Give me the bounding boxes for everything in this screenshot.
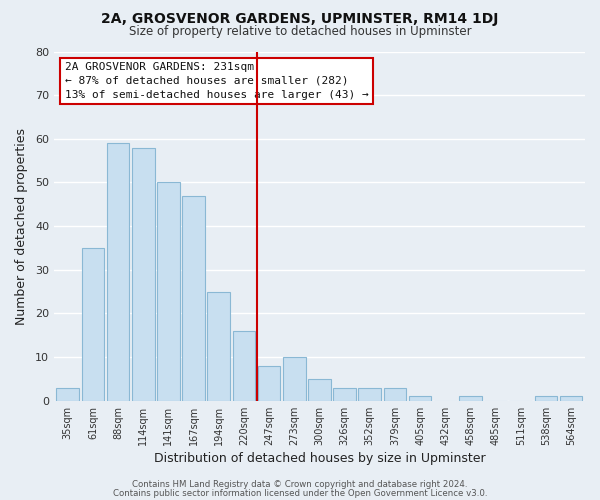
Bar [233,331,255,401]
Bar [535,396,557,401]
X-axis label: Distribution of detached houses by size in Upminster: Distribution of detached houses by size … [154,452,485,465]
Bar [258,366,280,401]
Bar [560,396,583,401]
Bar [334,388,356,401]
Bar [283,357,305,401]
Bar [182,196,205,401]
Bar [107,143,130,401]
Bar [358,388,381,401]
Bar [308,379,331,401]
Bar [383,388,406,401]
Text: 2A, GROSVENOR GARDENS, UPMINSTER, RM14 1DJ: 2A, GROSVENOR GARDENS, UPMINSTER, RM14 1… [101,12,499,26]
Text: 2A GROSVENOR GARDENS: 231sqm
← 87% of detached houses are smaller (282)
13% of s: 2A GROSVENOR GARDENS: 231sqm ← 87% of de… [65,62,368,100]
Text: Contains HM Land Registry data © Crown copyright and database right 2024.: Contains HM Land Registry data © Crown c… [132,480,468,489]
Bar [409,396,431,401]
Bar [459,396,482,401]
Bar [82,248,104,401]
Bar [56,388,79,401]
Text: Contains public sector information licensed under the Open Government Licence v3: Contains public sector information licen… [113,488,487,498]
Bar [208,292,230,401]
Bar [132,148,155,401]
Bar [157,182,180,401]
Y-axis label: Number of detached properties: Number of detached properties [15,128,28,324]
Text: Size of property relative to detached houses in Upminster: Size of property relative to detached ho… [128,25,472,38]
